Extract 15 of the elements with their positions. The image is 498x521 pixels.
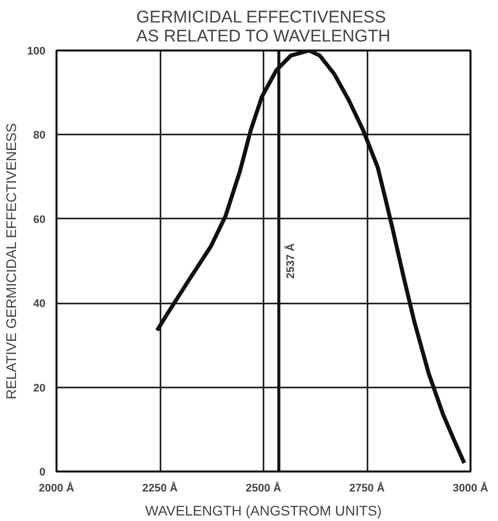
chart-title: GERMICIDAL EFFECTIVENESS AS RELATED TO WAVELENGTH [136,8,390,46]
x-tick-label: 2750 Å [349,482,385,494]
y-tick-label: 40 [33,298,46,310]
y-tick-label: 20 [33,382,46,394]
x-tick-label: 3000 Å [452,482,488,494]
x-axis-title: WAVELENGTH (ANGSTROM UNITS) [145,502,382,518]
y-tick-label: 60 [33,214,46,226]
y-tick-label: 80 [33,130,46,142]
y-tick-label: 0 [39,466,46,478]
x-tick-label: 2250 Å [142,482,178,494]
y-axis-title: RELATIVE GERMICIDAL EFFECTIVENESS [3,123,20,400]
x-tick-label: 2000 Å [38,482,74,494]
x-tick-label: 2500 Å [246,482,282,494]
ref-line-label: 2537 Å [284,243,297,279]
y-tick-label: 100 [27,46,46,58]
